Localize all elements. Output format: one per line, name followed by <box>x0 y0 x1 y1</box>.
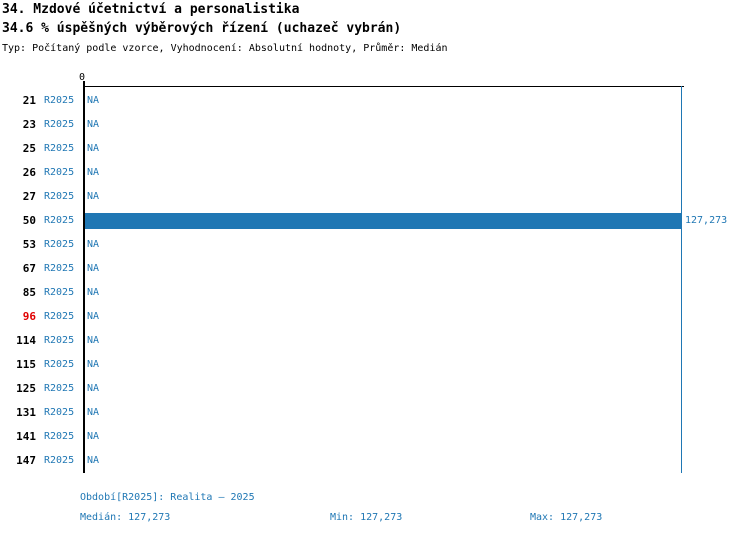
row-period-label: R2025 <box>44 431 75 442</box>
table-row[interactable]: 53 R2025 NA <box>0 233 750 257</box>
row-period-label: R2025 <box>44 263 75 274</box>
row-index-label: 27 <box>22 190 36 203</box>
table-row[interactable]: 26 R2025 NA <box>0 161 750 185</box>
footer-median-label: Medián: 127,273 <box>80 512 171 523</box>
table-row[interactable]: 114 R2025 NA <box>0 329 750 353</box>
row-period-label: R2025 <box>44 407 75 418</box>
row-index-label: 115 <box>16 358 36 371</box>
row-na-label: NA <box>87 167 100 178</box>
table-row[interactable]: 23 R2025 NA <box>0 113 750 137</box>
row-index-label: 85 <box>22 286 36 299</box>
bar[interactable] <box>85 213 681 229</box>
row-na-label: NA <box>87 95 100 106</box>
chart-title-secondary: 34.6 % úspěšných výběrových řízení (ucha… <box>2 21 402 36</box>
row-na-label: NA <box>87 239 100 250</box>
row-index-label: 53 <box>22 238 36 251</box>
row-index-label: 131 <box>16 406 36 419</box>
row-period-label: R2025 <box>44 191 75 202</box>
table-row[interactable]: 96 R2025 NA <box>0 305 750 329</box>
footer-min-label: Min: 127,273 <box>330 512 403 523</box>
table-row[interactable]: 21 R2025 NA <box>0 89 750 113</box>
footer-period-label: Období[R2025]: Realita – 2025 <box>80 492 255 503</box>
row-period-label: R2025 <box>44 119 75 130</box>
row-period-label: R2025 <box>44 167 75 178</box>
table-row[interactable]: 67 R2025 NA <box>0 257 750 281</box>
table-row[interactable]: 147 R2025 NA <box>0 449 750 473</box>
y-axis-line <box>83 81 85 473</box>
row-period-label: R2025 <box>44 359 75 370</box>
row-period-label: R2025 <box>44 215 75 226</box>
row-index-label: 21 <box>22 94 36 107</box>
x-axis-line <box>84 86 684 87</box>
row-index-label: 125 <box>16 382 36 395</box>
row-index-label: 114 <box>16 334 36 347</box>
row-period-label: R2025 <box>44 287 75 298</box>
row-na-label: NA <box>87 383 100 394</box>
row-period-label: R2025 <box>44 311 75 322</box>
row-period-label: R2025 <box>44 383 75 394</box>
row-na-label: NA <box>87 263 100 274</box>
footer-max-label: Max: 127,273 <box>530 512 603 523</box>
row-period-label: R2025 <box>44 95 75 106</box>
row-index-label: 26 <box>22 166 36 179</box>
row-index-label: 96 <box>22 310 36 323</box>
row-period-label: R2025 <box>44 239 75 250</box>
row-na-label: NA <box>87 407 100 418</box>
row-na-label: NA <box>87 311 100 322</box>
chart-meta-line: Typ: Počítaný podle vzorce, Vyhodnocení:… <box>2 43 448 54</box>
row-na-label: NA <box>87 287 100 298</box>
row-index-label: 50 <box>22 214 36 227</box>
row-period-label: R2025 <box>44 335 75 346</box>
row-na-label: NA <box>87 455 100 466</box>
row-index-label: 67 <box>22 262 36 275</box>
row-na-label: NA <box>87 335 100 346</box>
x-axis-tick-label-zero: 0 <box>79 72 86 83</box>
table-row[interactable]: 85 R2025 NA <box>0 281 750 305</box>
table-row[interactable]: 141 R2025 NA <box>0 425 750 449</box>
bar-value-label: 127,273 <box>685 215 728 226</box>
table-row[interactable]: 125 R2025 NA <box>0 377 750 401</box>
chart-title-primary: 34. Mzdové účetnictví a personalistika <box>2 2 300 17</box>
row-index-label: 25 <box>22 142 36 155</box>
row-period-label: R2025 <box>44 143 75 154</box>
row-period-label: R2025 <box>44 455 75 466</box>
table-row[interactable]: 131 R2025 NA <box>0 401 750 425</box>
table-row[interactable]: 115 R2025 NA <box>0 353 750 377</box>
row-index-label: 23 <box>22 118 36 131</box>
row-index-label: 147 <box>16 454 36 467</box>
table-row[interactable]: 27 R2025 NA <box>0 185 750 209</box>
row-index-label: 141 <box>16 430 36 443</box>
row-na-label: NA <box>87 431 100 442</box>
row-na-label: NA <box>87 191 100 202</box>
row-na-label: NA <box>87 359 100 370</box>
table-row[interactable]: 25 R2025 NA <box>0 137 750 161</box>
max-value-marker-line <box>681 86 682 473</box>
row-na-label: NA <box>87 143 100 154</box>
table-row[interactable]: 50 R2025 127,273 <box>0 209 750 233</box>
row-na-label: NA <box>87 119 100 130</box>
